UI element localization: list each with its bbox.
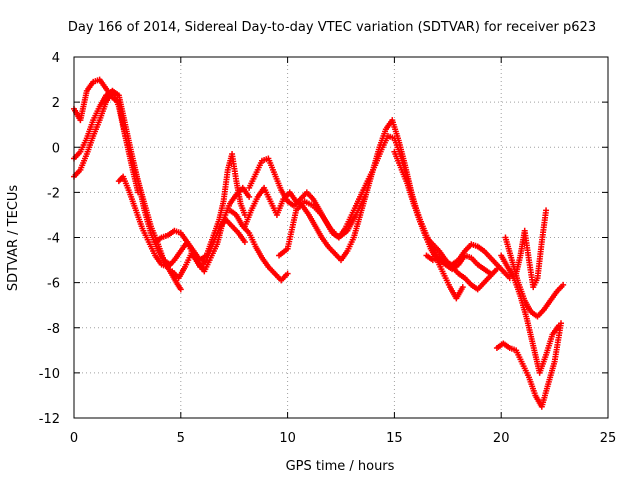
chart-title: Day 166 of 2014, Sidereal Day-to-day VTE…: [68, 20, 596, 35]
y-tick-label: -8: [47, 322, 60, 337]
x-axis-label: GPS time / hours: [286, 459, 395, 474]
series-s14: [493, 320, 565, 410]
axis-ticks: 0 5 10 15 20 25 -12 -10 -8 -6 -4 -2 0 2 4: [39, 51, 617, 446]
y-tick-label: -6: [47, 277, 60, 292]
data-point: [459, 284, 466, 291]
series-s10: [276, 193, 368, 259]
series-s4: [115, 151, 248, 270]
x-tick-label: 5: [177, 431, 185, 446]
x-tick-label: 20: [493, 431, 510, 446]
data-point: [560, 281, 567, 288]
y-axis-label: SDTVAR / TECUs: [6, 185, 21, 292]
series-s17: [513, 207, 550, 291]
series-s7: [226, 207, 291, 284]
data-points: [71, 76, 567, 410]
series-s16: [502, 234, 567, 320]
data-point: [543, 207, 550, 214]
x-tick-label: 25: [600, 431, 617, 446]
series-s6: [169, 184, 253, 282]
series-s13: [423, 241, 513, 282]
series-s12: [391, 148, 500, 293]
y-tick-label: 0: [52, 141, 60, 156]
x-tick-label: 15: [386, 431, 403, 446]
data-point: [177, 286, 184, 293]
data-point: [555, 322, 562, 329]
y-tick-label: 4: [52, 51, 60, 66]
data-point: [284, 270, 291, 277]
y-tick-label: -10: [39, 367, 60, 382]
series-s11: [352, 132, 494, 277]
y-tick-label: -4: [47, 232, 60, 247]
y-tick-label: -12: [39, 412, 60, 427]
data-point: [241, 239, 248, 246]
x-tick-label: 0: [70, 431, 78, 446]
x-tick-label: 10: [279, 431, 296, 446]
data-point: [135, 189, 142, 196]
data-point: [246, 193, 253, 200]
series-s3: [71, 87, 142, 196]
y-tick-label: 2: [52, 96, 60, 111]
y-tick-label: -2: [47, 186, 60, 201]
